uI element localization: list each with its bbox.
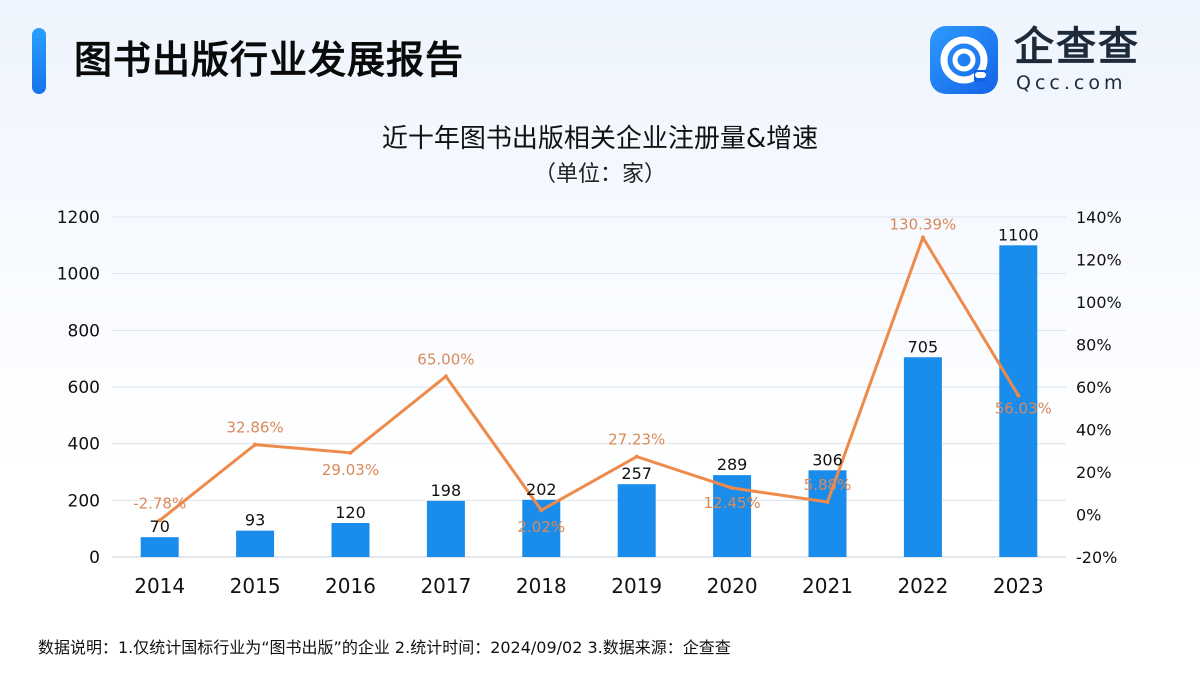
bar-data-label: 257	[621, 464, 652, 483]
line-data-label: -2.78%	[133, 494, 186, 512]
x-tick-label: 2014	[134, 574, 185, 598]
growth-point	[443, 374, 448, 379]
y2-tick-label: 120%	[1076, 251, 1122, 270]
y2-tick-label: 80%	[1076, 336, 1112, 355]
growth-point	[730, 486, 735, 491]
line-data-label: 12.45%	[703, 494, 760, 512]
bar-data-label: 93	[245, 511, 265, 530]
bar-data-label: 70	[150, 517, 170, 536]
y2-tick-label: 40%	[1076, 421, 1112, 440]
line-data-label: 5.88%	[804, 476, 852, 494]
x-tick-label: 2018	[516, 574, 567, 598]
line-data-label: 29.03%	[322, 461, 379, 479]
y2-tick-label: 140%	[1076, 208, 1122, 227]
y-tick-label: 600	[68, 378, 100, 398]
logo-domain: Qcc.com	[1016, 72, 1127, 94]
qcc-logo-icon	[930, 26, 998, 94]
line-data-label: 56.03%	[995, 399, 1052, 417]
bar	[999, 245, 1038, 558]
bar-data-label: 306	[812, 450, 843, 469]
bar-data-label: 289	[717, 455, 748, 474]
y2-tick-label: 100%	[1076, 293, 1122, 312]
y2-tick-label: -20%	[1076, 548, 1117, 567]
bar-data-label: 202	[526, 480, 557, 499]
growth-point	[1016, 393, 1021, 398]
x-tick-label: 2022	[897, 574, 948, 598]
growth-point	[253, 442, 258, 447]
bar-data-label: 1100	[998, 225, 1039, 244]
x-tick-label: 2016	[325, 574, 376, 598]
line-data-label: 2.02%	[517, 518, 565, 536]
report-title: 图书出版行业发展报告	[74, 38, 465, 82]
logo-name: 企查查	[1014, 24, 1140, 70]
y-tick-label: 800	[68, 321, 100, 341]
chart-subtitle: （单位：家）	[533, 162, 666, 187]
line-data-label: 130.39%	[890, 215, 957, 233]
growth-point	[920, 235, 925, 240]
growth-point	[539, 508, 544, 513]
line-data-label: 32.86%	[226, 419, 283, 437]
title-accent-bar	[32, 28, 46, 94]
bar	[331, 523, 370, 557]
bar	[426, 500, 465, 557]
y2-tick-label: 60%	[1076, 378, 1112, 397]
x-tick-label: 2023	[993, 574, 1044, 598]
x-tick-label: 2017	[420, 574, 471, 598]
bar-data-label: 198	[431, 481, 462, 500]
y-tick-label: 200	[68, 491, 100, 511]
bar-data-label: 705	[908, 337, 939, 356]
y-tick-label: 0	[89, 548, 100, 568]
growth-point	[348, 450, 353, 455]
y-tick-label: 400	[68, 435, 100, 455]
bar	[236, 530, 275, 557]
footnote: 数据说明：1.仅统计国标行业为“图书出版”的企业 2.统计时间：2024/09/…	[38, 638, 731, 657]
x-tick-label: 2020	[707, 574, 758, 598]
growth-point	[634, 454, 639, 459]
line-data-label: 65.00%	[417, 350, 474, 368]
x-tick-label: 2015	[230, 574, 281, 598]
chart-title: 近十年图书出版相关企业注册量&增速	[381, 124, 819, 154]
bar	[903, 357, 942, 557]
brand-logo: 企查查 Qcc.com	[930, 24, 1170, 100]
y2-tick-label: 0%	[1076, 506, 1101, 525]
growth-point	[825, 500, 830, 505]
x-tick-label: 2019	[611, 574, 662, 598]
x-tick-label: 2021	[802, 574, 853, 598]
bar	[617, 484, 656, 557]
bar	[808, 470, 847, 557]
bar-data-label: 120	[335, 503, 366, 522]
growth-line	[158, 235, 1020, 522]
y-tick-label: 1000	[57, 265, 100, 285]
bar	[140, 537, 179, 557]
growth-point	[157, 518, 162, 523]
y-tick-label: 1200	[57, 208, 100, 228]
line-data-label: 27.23%	[608, 431, 665, 449]
y2-tick-label: 20%	[1076, 463, 1112, 482]
